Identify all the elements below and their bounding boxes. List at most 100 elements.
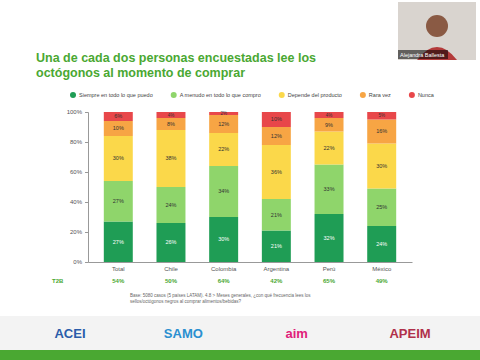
- legend-swatch: [360, 92, 366, 98]
- bar-segment: [315, 132, 344, 165]
- data-label: 10%: [113, 125, 124, 131]
- y-tick-mark: [85, 172, 88, 173]
- footer-band: [0, 316, 480, 350]
- data-label: 9%: [325, 122, 333, 128]
- bars: [104, 112, 396, 262]
- y-tick: 40%: [70, 199, 88, 205]
- y-tick-mark: [85, 112, 88, 113]
- bar-segment: [156, 130, 185, 187]
- y-tick-label: 0%: [73, 259, 82, 265]
- data-label: 21%: [271, 243, 282, 249]
- data-label: 21%: [271, 212, 282, 218]
- legend: Siempre en todo lo que puedoA menudo en …: [70, 92, 435, 98]
- legend-item: Rara vez: [360, 92, 391, 98]
- y-tick: 60%: [70, 169, 88, 175]
- summary-value: 54%: [112, 278, 125, 284]
- data-label: 26%: [165, 239, 176, 245]
- summary-value: 65%: [323, 278, 336, 284]
- bar-segment: [367, 112, 396, 120]
- data-label: 16%: [376, 128, 387, 134]
- legend-item: Nunca: [409, 92, 435, 98]
- note: Base: 5080 casos (5 países LATAM). 4.8 >…: [130, 293, 311, 304]
- y-tick-label: 60%: [70, 169, 83, 175]
- x-axis-line: [89, 262, 413, 263]
- y-tick: 0%: [73, 259, 88, 265]
- background: [0, 0, 480, 360]
- data-label: 27%: [113, 198, 124, 204]
- legend-swatch: [279, 92, 285, 98]
- logo: ACEI: [54, 326, 85, 341]
- bar-segment: [315, 214, 344, 262]
- y-tick: 80%: [70, 139, 88, 145]
- summary-value: 64%: [218, 278, 231, 284]
- data-labels: 27%26%30%21%32%24%27%24%34%21%33%25%30%3…: [113, 111, 388, 249]
- x-tick: Total: [112, 262, 125, 272]
- data-label: 36%: [271, 169, 282, 175]
- data-label: 2%: [220, 111, 227, 116]
- x-tick-label: Chile: [164, 266, 178, 272]
- footer: ACEISAMOaimAPEIM: [0, 316, 480, 360]
- data-label: 24%: [165, 202, 176, 208]
- bar-segment: [156, 118, 185, 130]
- logo: SAMO: [164, 326, 203, 341]
- bar-segment: [156, 112, 185, 118]
- title: Una de cada dos personas encuestadas lee…: [36, 51, 316, 80]
- data-label: 33%: [324, 186, 335, 192]
- slide: Una de cada dos personas encuestadas lee…: [0, 0, 480, 360]
- x-tick: Colombia: [211, 262, 237, 272]
- x-axis: TotalChileColombiaArgentinaPerúMéxico: [89, 262, 413, 272]
- bar-segment: [367, 144, 396, 189]
- data-label: 32%: [324, 235, 335, 241]
- data-label: 8%: [167, 121, 175, 127]
- y-tick-mark: [85, 142, 88, 143]
- data-label: 25%: [376, 204, 387, 210]
- data-label: 24%: [376, 241, 387, 247]
- bar-segment: [315, 165, 344, 215]
- bar-segment: [104, 112, 133, 121]
- data-label: 22%: [324, 145, 335, 151]
- legend-label: Nunca: [418, 92, 435, 98]
- summary-label: T2B: [52, 278, 64, 284]
- presenter-video: Alejandra Ballesta: [398, 2, 476, 60]
- bar-segment: [156, 223, 185, 262]
- data-label: 30%: [113, 155, 124, 161]
- y-tick-mark: [85, 202, 88, 203]
- bar-segment: [262, 145, 291, 199]
- y-axis: 0% 20% 40% 60% 80% 100%: [67, 109, 89, 265]
- y-axis-line: [85, 113, 89, 263]
- legend-label: Depende del producto: [288, 92, 342, 98]
- legend-item: Depende del producto: [279, 92, 342, 98]
- y-tick-label: 100%: [67, 109, 83, 115]
- bar-segment: [367, 120, 396, 144]
- data-label: 12%: [271, 133, 282, 139]
- summary-value: 49%: [376, 278, 389, 284]
- video-frame: [398, 2, 476, 60]
- bar-segment: [262, 112, 291, 127]
- bar-segment: [315, 118, 344, 132]
- x-tick: Perú: [323, 262, 336, 272]
- x-tick: Chile: [164, 262, 178, 272]
- x-tick: México: [372, 262, 392, 272]
- data-label: 22%: [218, 146, 229, 152]
- y-tick: 100%: [67, 109, 88, 115]
- bar-segment: [367, 226, 396, 262]
- data-label: 4%: [326, 113, 333, 118]
- legend-label: Siempre en todo lo que puedo: [79, 92, 153, 98]
- y-tick: 20%: [70, 229, 88, 235]
- legend-item: Siempre en todo lo que puedo: [70, 92, 153, 98]
- presenter-name: Alejandra Ballesta: [400, 52, 445, 58]
- legend-swatch: [70, 92, 76, 98]
- bar-segment: [104, 136, 133, 181]
- data-label: 38%: [165, 155, 176, 161]
- logo: aim: [285, 326, 307, 341]
- y-tick-mark: [85, 262, 88, 263]
- bar-segment: [156, 187, 185, 223]
- presenter-head: [426, 15, 448, 37]
- data-label: 10%: [271, 116, 282, 122]
- x-tick-label: Total: [112, 266, 125, 272]
- data-label: 27%: [113, 239, 124, 245]
- bar-segment: [104, 121, 133, 136]
- summary-value: 50%: [165, 278, 178, 284]
- legend-swatch: [409, 92, 415, 98]
- x-tick-label: Colombia: [211, 266, 237, 272]
